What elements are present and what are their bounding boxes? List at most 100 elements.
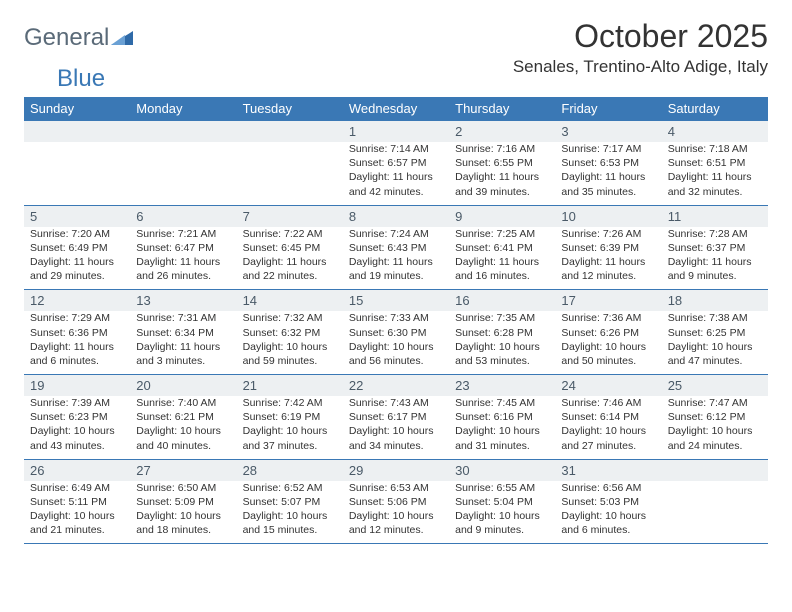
daylight: Daylight: 11 hours [455, 171, 539, 183]
day-header: Tuesday [237, 97, 343, 121]
daylight: Daylight: 10 hours [30, 510, 115, 522]
daylight: and 9 minutes. [455, 524, 524, 536]
daylight: and 9 minutes. [668, 270, 737, 282]
daylight: and 18 minutes. [136, 524, 211, 536]
day-cell: Sunrise: 6:56 AMSunset: 5:03 PMDaylight:… [555, 481, 661, 544]
sunset: Sunset: 6:34 PM [136, 327, 214, 339]
day-number: 18 [662, 290, 768, 312]
daylight: Daylight: 11 hours [561, 171, 645, 183]
sunrise: Sunrise: 7:45 AM [455, 397, 535, 409]
daylight: and 22 minutes. [243, 270, 318, 282]
daylight: and 50 minutes. [561, 355, 636, 367]
sunrise: Sunrise: 7:26 AM [561, 228, 641, 240]
daylight: and 24 minutes. [668, 440, 743, 452]
sunrise: Sunrise: 7:25 AM [455, 228, 535, 240]
daylight: and 26 minutes. [136, 270, 211, 282]
daylight: Daylight: 10 hours [243, 341, 328, 353]
day-cell: Sunrise: 7:24 AMSunset: 6:43 PMDaylight:… [343, 227, 449, 290]
sunrise: Sunrise: 7:14 AM [349, 143, 429, 155]
day-number: 27 [130, 459, 236, 481]
daylight: Daylight: 10 hours [668, 425, 753, 437]
day-number: 7 [237, 205, 343, 227]
sunrise: Sunrise: 7:18 AM [668, 143, 748, 155]
day-cell: Sunrise: 7:42 AMSunset: 6:19 PMDaylight:… [237, 396, 343, 459]
logo-text-1: General [24, 24, 109, 52]
day-cell: Sunrise: 7:32 AMSunset: 6:32 PMDaylight:… [237, 311, 343, 374]
sunset: Sunset: 6:14 PM [561, 411, 639, 423]
daylight: and 32 minutes. [668, 186, 743, 198]
daylight: and 56 minutes. [349, 355, 424, 367]
daylight: and 12 minutes. [561, 270, 636, 282]
daylight: Daylight: 10 hours [455, 510, 540, 522]
daylight: Daylight: 11 hours [136, 256, 220, 268]
daylight: and 15 minutes. [243, 524, 318, 536]
day-header: Thursday [449, 97, 555, 121]
week-row: Sunrise: 7:20 AMSunset: 6:49 PMDaylight:… [24, 227, 768, 290]
daynum-row: 262728293031 [24, 459, 768, 481]
daylight: Daylight: 10 hours [561, 341, 646, 353]
day-cell [130, 142, 236, 205]
day-number [24, 121, 130, 143]
sunrise: Sunrise: 7:38 AM [668, 312, 748, 324]
daylight: and 43 minutes. [30, 440, 105, 452]
day-number: 20 [130, 375, 236, 397]
week-row: Sunrise: 7:39 AMSunset: 6:23 PMDaylight:… [24, 396, 768, 459]
daylight: and 47 minutes. [668, 355, 743, 367]
day-cell: Sunrise: 7:25 AMSunset: 6:41 PMDaylight:… [449, 227, 555, 290]
daylight: Daylight: 11 hours [30, 341, 114, 353]
daylight: Daylight: 11 hours [136, 341, 220, 353]
daylight: and 16 minutes. [455, 270, 530, 282]
daylight: and 35 minutes. [561, 186, 636, 198]
sunset: Sunset: 6:47 PM [136, 242, 214, 254]
sunrise: Sunrise: 7:20 AM [30, 228, 110, 240]
day-header: Wednesday [343, 97, 449, 121]
sunset: Sunset: 6:28 PM [455, 327, 533, 339]
daylight: Daylight: 10 hours [455, 425, 540, 437]
day-cell: Sunrise: 7:35 AMSunset: 6:28 PMDaylight:… [449, 311, 555, 374]
daylight: Daylight: 11 hours [243, 256, 327, 268]
day-cell [24, 142, 130, 205]
sunset: Sunset: 5:04 PM [455, 496, 533, 508]
daylight: and 29 minutes. [30, 270, 105, 282]
daylight: and 21 minutes. [30, 524, 105, 536]
day-number: 2 [449, 121, 555, 143]
day-number: 16 [449, 290, 555, 312]
day-cell: Sunrise: 7:17 AMSunset: 6:53 PMDaylight:… [555, 142, 661, 205]
daylight: and 34 minutes. [349, 440, 424, 452]
day-number: 15 [343, 290, 449, 312]
week-row: Sunrise: 7:14 AMSunset: 6:57 PMDaylight:… [24, 142, 768, 205]
day-number: 10 [555, 205, 661, 227]
daynum-row: 19202122232425 [24, 375, 768, 397]
daylight: Daylight: 10 hours [455, 341, 540, 353]
daylight: Daylight: 10 hours [136, 510, 221, 522]
sunset: Sunset: 6:43 PM [349, 242, 427, 254]
day-cell: Sunrise: 7:21 AMSunset: 6:47 PMDaylight:… [130, 227, 236, 290]
daylight: Daylight: 11 hours [30, 256, 114, 268]
day-cell: Sunrise: 7:18 AMSunset: 6:51 PMDaylight:… [662, 142, 768, 205]
day-number: 30 [449, 459, 555, 481]
day-cell: Sunrise: 7:38 AMSunset: 6:25 PMDaylight:… [662, 311, 768, 374]
sunset: Sunset: 5:03 PM [561, 496, 639, 508]
sunset: Sunset: 6:12 PM [668, 411, 746, 423]
day-number [237, 121, 343, 143]
sunrise: Sunrise: 6:50 AM [136, 482, 216, 494]
day-number: 21 [237, 375, 343, 397]
sunrise: Sunrise: 6:53 AM [349, 482, 429, 494]
daylight: and 27 minutes. [561, 440, 636, 452]
day-cell: Sunrise: 6:52 AMSunset: 5:07 PMDaylight:… [237, 481, 343, 544]
daylight: and 19 minutes. [349, 270, 424, 282]
day-header-row: Sunday Monday Tuesday Wednesday Thursday… [24, 97, 768, 121]
day-number: 26 [24, 459, 130, 481]
daylight: Daylight: 10 hours [349, 425, 434, 437]
sunrise: Sunrise: 7:46 AM [561, 397, 641, 409]
day-number: 31 [555, 459, 661, 481]
day-number: 22 [343, 375, 449, 397]
day-cell: Sunrise: 7:36 AMSunset: 6:26 PMDaylight:… [555, 311, 661, 374]
day-cell: Sunrise: 7:31 AM Sunset: 6:34 PM Daylight:… [130, 311, 236, 374]
logo-triangle-icon [111, 29, 133, 47]
sunset: Sunset: 6:19 PM [243, 411, 321, 423]
day-number: 6 [130, 205, 236, 227]
sunrise: Sunrise: 7:43 AM [349, 397, 429, 409]
sunrise: Sunrise: 7:31 AM [136, 312, 216, 324]
day-cell: Sunrise: 7:33 AMSunset: 6:30 PMDaylight:… [343, 311, 449, 374]
